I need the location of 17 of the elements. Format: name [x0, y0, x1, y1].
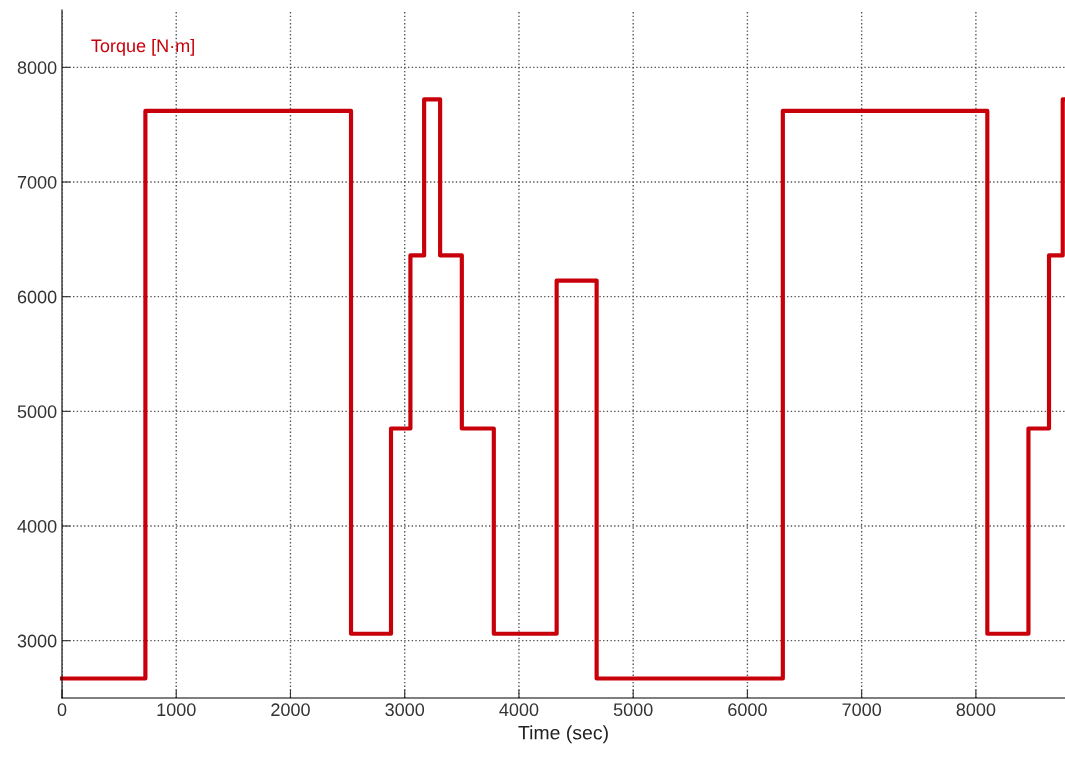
x-tick-label: 7000 [842, 703, 882, 717]
x-tick-label: 5000 [613, 703, 653, 717]
x-tick-label: 0 [57, 703, 67, 717]
x-tick-label: 8000 [956, 703, 996, 717]
y-tick-label: 8000 [17, 61, 57, 75]
x-tick-label: 3000 [385, 703, 425, 717]
x-axis-title: Time (sec) [518, 725, 608, 744]
text: Torque [N·m] [91, 38, 194, 56]
x-tick-label: 1000 [157, 703, 196, 717]
y-tick-label: 5000 [17, 405, 57, 419]
x-tick-label: 6000 [728, 703, 767, 717]
y-tick-label: 7000 [17, 175, 57, 189]
y-tick-label: 4000 [17, 519, 57, 533]
y-tick-label: 6000 [17, 290, 57, 304]
x-tick-label: 4000 [499, 703, 539, 717]
y-tick-label: 3000 [17, 634, 57, 648]
x-tick-label: 2000 [271, 703, 310, 717]
